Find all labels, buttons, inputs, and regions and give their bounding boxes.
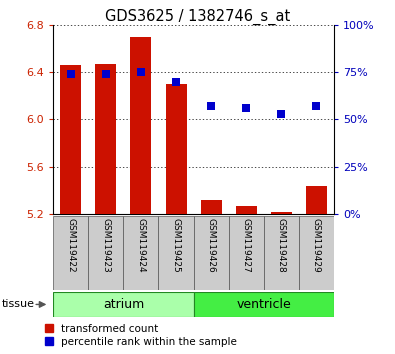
Text: GSM119423: GSM119423: [102, 218, 111, 273]
Point: [278, 111, 284, 116]
Point: [313, 103, 320, 109]
Bar: [130, 36, 152, 214]
Point: [103, 71, 109, 77]
Text: GDS3625 / 1382746_s_at: GDS3625 / 1382746_s_at: [105, 9, 290, 25]
Bar: [235, 206, 257, 214]
Text: GSM119422: GSM119422: [66, 218, 75, 273]
Point: [173, 79, 179, 84]
Bar: [166, 84, 186, 214]
Text: GSM119425: GSM119425: [171, 218, 181, 273]
Bar: [96, 64, 117, 214]
Legend: transformed count, percentile rank within the sample: transformed count, percentile rank withi…: [45, 324, 237, 347]
Bar: [158, 216, 194, 290]
Text: tissue: tissue: [2, 299, 35, 309]
Bar: [194, 216, 229, 290]
Bar: [229, 216, 263, 290]
Bar: [88, 216, 123, 290]
Bar: [53, 216, 88, 290]
Text: GSM119427: GSM119427: [242, 218, 251, 273]
Text: atrium: atrium: [103, 298, 144, 311]
Point: [138, 69, 144, 75]
Bar: [263, 216, 299, 290]
Text: GSM119428: GSM119428: [276, 218, 286, 273]
Text: GSM119429: GSM119429: [312, 218, 321, 273]
Point: [243, 105, 249, 111]
Bar: [306, 186, 327, 214]
Bar: [299, 216, 334, 290]
Bar: [271, 212, 292, 214]
Bar: [194, 292, 334, 317]
Bar: [53, 292, 194, 317]
Text: ventricle: ventricle: [236, 298, 291, 311]
Point: [208, 103, 214, 109]
Bar: [60, 65, 81, 214]
Text: GSM119426: GSM119426: [207, 218, 216, 273]
Bar: [123, 216, 158, 290]
Point: [68, 71, 74, 77]
Bar: [201, 200, 222, 214]
Text: GSM119424: GSM119424: [136, 218, 145, 273]
